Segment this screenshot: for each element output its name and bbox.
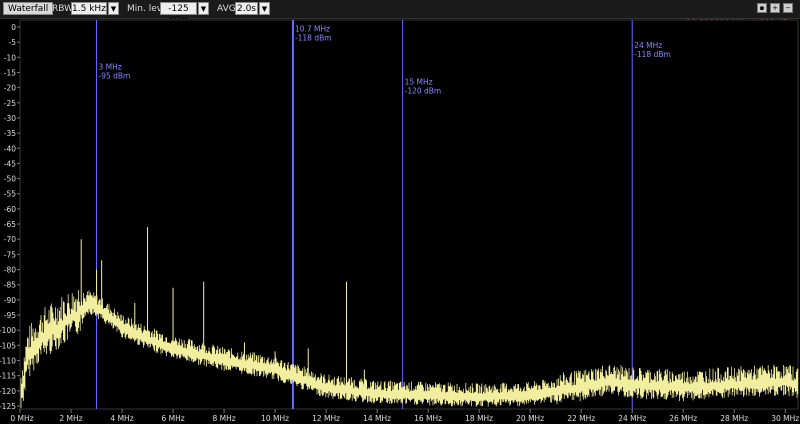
- marker-freq-label: 15 MHz: [405, 78, 433, 87]
- y-tick-label: -125: [0, 402, 16, 411]
- x-tick-label: 4 MHz: [110, 414, 133, 423]
- rbw-label: RBW: [52, 4, 74, 14]
- y-tick-label: -80: [4, 266, 16, 275]
- y-tick-label: -75: [4, 250, 16, 259]
- x-tick-label: 0 MHz: [10, 414, 33, 423]
- x-tick-label: 18 MHz: [465, 414, 493, 423]
- marker-level-label: -95 dBm: [99, 71, 131, 80]
- y-tick-label: -35: [4, 129, 16, 138]
- x-tick-label: 24 MHz: [618, 414, 646, 423]
- avg-dropdown-icon[interactable]: ▼: [259, 2, 270, 15]
- y-tick-label: -45: [4, 159, 16, 168]
- avg-field[interactable]: 2.0s: [235, 2, 258, 15]
- zoom-out-icon[interactable]: −: [783, 3, 793, 13]
- y-tick-label: -30: [4, 114, 16, 123]
- x-tick-label: 28 MHz: [720, 414, 748, 423]
- y-tick-label: -85: [4, 281, 16, 290]
- x-tick-label: 20 MHz: [516, 414, 544, 423]
- x-tick-label: 22 MHz: [567, 414, 595, 423]
- marker-level-label: -118 dBm: [295, 34, 332, 43]
- y-tick-label: -50: [4, 175, 16, 184]
- waterfall-button[interactable]: Waterfall: [3, 2, 54, 15]
- rbw-dropdown-icon[interactable]: ▼: [108, 2, 119, 15]
- x-tick-label: 10 MHz: [261, 414, 289, 423]
- x-tick-label: 6 MHz: [161, 414, 184, 423]
- y-tick-label: -115: [0, 372, 16, 381]
- spectrum-trace: [20, 290, 799, 409]
- y-tick-label: -20: [4, 84, 16, 93]
- y-tick-label: -95: [4, 311, 16, 320]
- x-tick-label: 16 MHz: [414, 414, 442, 423]
- y-tick-label: -105: [0, 341, 16, 350]
- x-tick-label: 14 MHz: [363, 414, 391, 423]
- save-icon[interactable]: ▪: [757, 3, 767, 13]
- toolbar: Waterfall RBW 1.5 kHz ▼ Min. level -125 …: [0, 0, 800, 26]
- x-tick-label: 12 MHz: [312, 414, 340, 423]
- avg-label: AVG: [217, 4, 236, 14]
- marker-level-label: -118 dBm: [634, 50, 671, 59]
- y-tick-label: -55: [4, 190, 16, 199]
- y-tick-label: -60: [4, 205, 16, 214]
- x-tick-label: 30 MHz: [771, 414, 799, 423]
- y-tick-label: -5: [9, 38, 17, 47]
- x-tick-label: 2 MHz: [59, 414, 82, 423]
- y-tick-label: -110: [0, 356, 16, 365]
- marker-freq-label: 24 MHz: [634, 41, 662, 50]
- y-tick-label: -100: [0, 326, 16, 335]
- marker-level-label: -120 dBm: [405, 87, 442, 96]
- y-tick-label: 0: [11, 23, 16, 32]
- y-tick-label: -40: [4, 144, 16, 153]
- y-tick-label: -70: [4, 235, 16, 244]
- marker-freq-label: 10.7 MHz: [295, 25, 330, 34]
- rbw-field[interactable]: 1.5 kHz: [71, 2, 107, 15]
- min-level-label: Min. level: [127, 4, 171, 14]
- x-tick-label: 26 MHz: [669, 414, 697, 423]
- min-level-dropdown-icon[interactable]: ▼: [198, 2, 209, 15]
- plot-area[interactable]: [19, 19, 799, 410]
- y-tick-label: -25: [4, 99, 16, 108]
- y-tick-label: -15: [4, 68, 16, 77]
- y-tick-label: -65: [4, 220, 16, 229]
- x-tick-label: 8 MHz: [212, 414, 235, 423]
- y-tick-label: -90: [4, 296, 16, 305]
- zoom-in-icon[interactable]: +: [770, 3, 780, 13]
- y-tick-label: -10: [4, 53, 16, 62]
- y-tick-label: -120: [0, 387, 16, 396]
- marker-freq-label: 3 MHz: [99, 62, 122, 71]
